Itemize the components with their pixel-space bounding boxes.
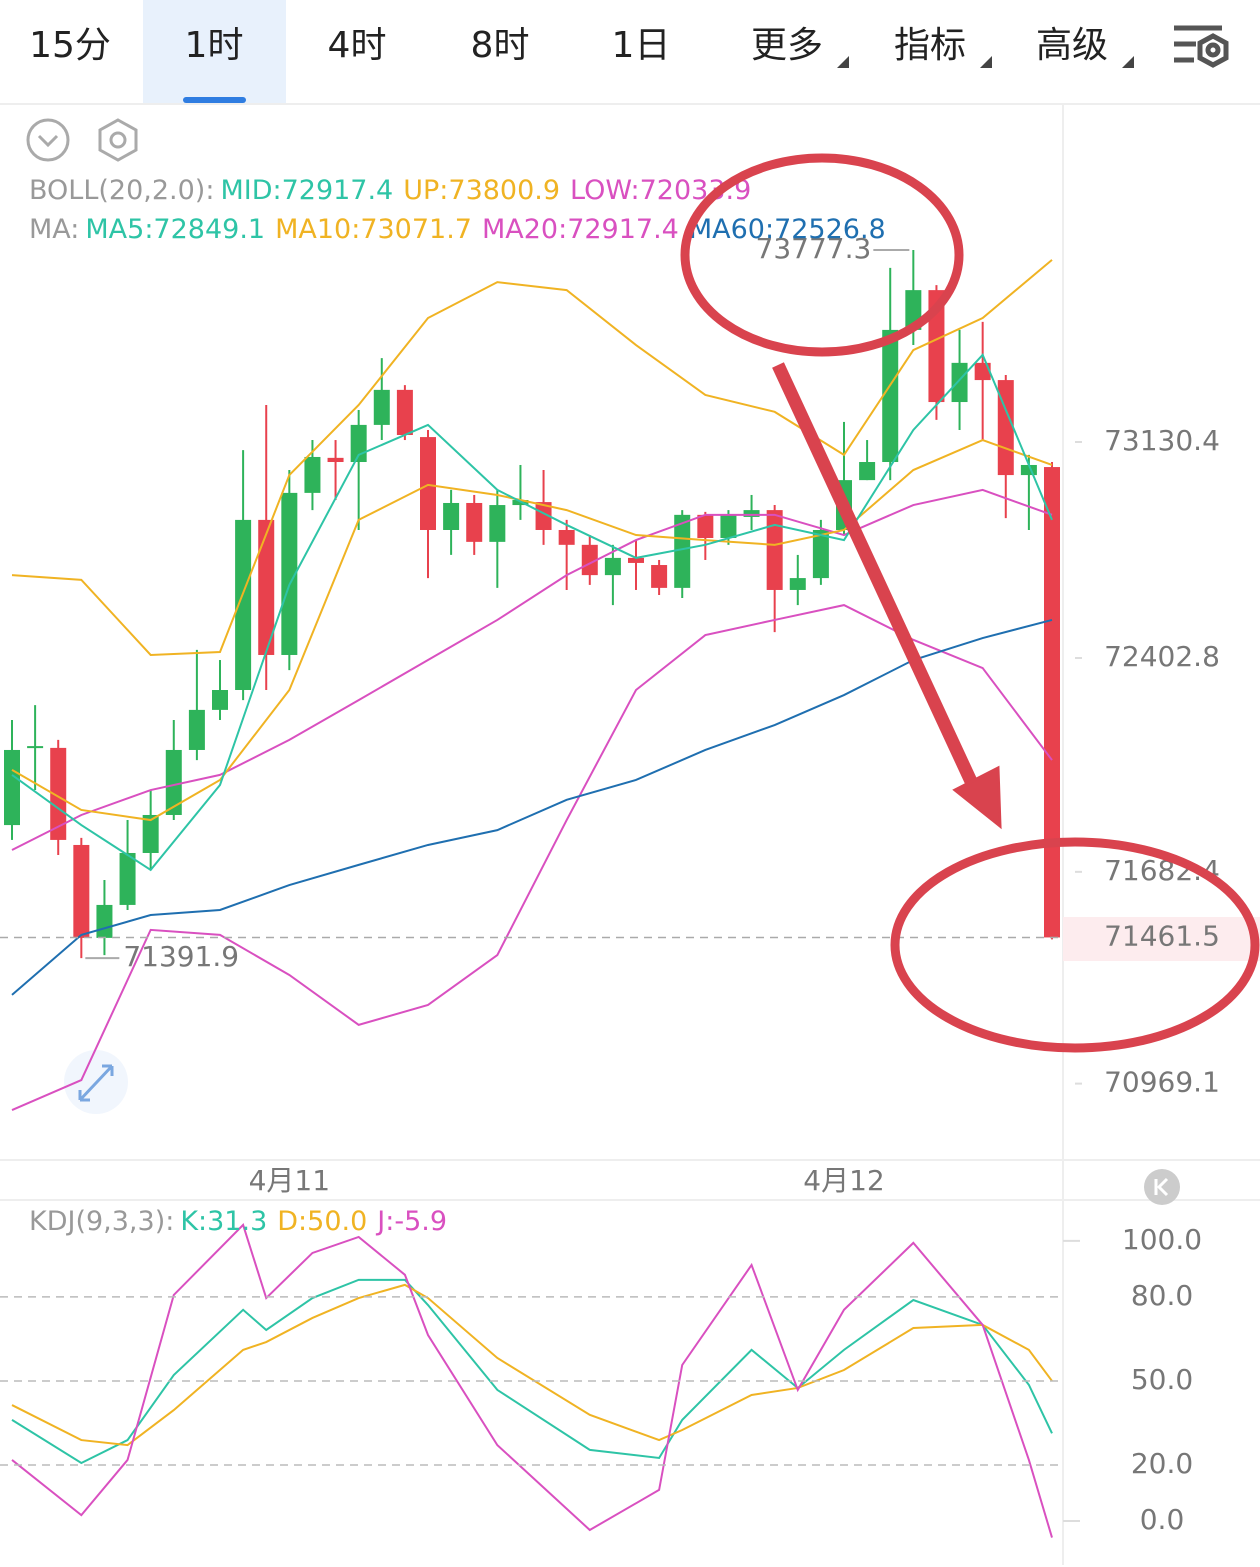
legend-item: MA: [29,214,79,245]
y-tick-label: 70969.1 [1104,1066,1220,1099]
tab[interactable]: 高级 [1036,25,1108,66]
candle-body [1020,464,1037,476]
legend-row: MA: MA5:72849.1 MA10:73071.7 MA20:72917.4 MA… [29,214,886,245]
dropdown-caret [837,56,849,68]
candle-body [951,362,968,403]
candle-body [420,437,436,530]
candle-body [535,502,552,530]
y-tick-label: 50.0 [1131,1363,1193,1396]
candle-body [974,362,991,381]
kdj-legend: KDJ(9,3,3): K:31.3 D:50.0 J:-5.9 [29,1206,447,1237]
candle-body [142,814,159,853]
tab[interactable]: 1日 [612,25,671,66]
candle-body [373,389,390,425]
candle-body [327,457,344,463]
indicator-line [11,488,1053,851]
tab[interactable]: 指标 [894,25,966,66]
legend-row: BOLL(20,2.0): MID:72917.4 UP:73800.9 LOW:72… [29,175,751,206]
candle-body [743,510,760,517]
kdj-line [11,1283,1053,1447]
last-price-bg [1063,917,1260,961]
legend-item: MA5:72849.1 [85,214,265,245]
kdj-line [11,1278,1053,1465]
candle-body [628,557,644,563]
candle-body [674,514,691,588]
annotations [680,153,1260,1053]
y-tick-label: 20.0 [1131,1447,1193,1480]
candle-body [281,492,298,655]
candle-body [304,456,321,493]
candle-body [96,904,113,938]
dropdown-caret [1122,56,1134,68]
candle-body [165,749,182,815]
reset-icon[interactable] [1144,1169,1180,1205]
legend-item: MA60:72526.8 [689,214,886,245]
active-tab-bg [143,0,286,103]
x-tick-label: 4月12 [803,1164,884,1197]
candle-body [212,690,228,710]
expand-icon[interactable] [64,1050,128,1114]
legend-item: K:31.3 [180,1206,267,1237]
settings-icon[interactable] [1174,25,1229,68]
active-tab-underline [183,97,246,103]
candle-body [720,514,737,539]
legend-item: MA20:72917.4 [482,214,679,245]
candle-body [789,578,806,590]
legend-item: KDJ(9,3,3): [29,1206,174,1237]
dropdown-caret [980,56,992,68]
candle-body [119,852,136,905]
legend-item: J:-5.9 [375,1206,447,1237]
tab[interactable]: 4时 [328,25,387,66]
candle-body [4,749,20,826]
candle-body [27,746,44,749]
max-label: 73777.3 [756,232,872,265]
candle-body [466,502,483,542]
indicator-line [11,438,1053,822]
candle-body [766,510,783,590]
candle-body [882,329,899,463]
candle-body [443,502,460,530]
candle-body [235,519,252,691]
legend-item: MA10:73071.7 [275,214,472,245]
legend-item: MID:72917.4 [220,175,393,206]
y-tick-label: 100.0 [1122,1223,1202,1256]
indicator-line [11,353,1053,872]
indicator-line [11,618,1053,996]
candle-body [50,747,67,840]
candle-body [651,565,668,588]
candle-body [188,709,205,750]
chart-tools[interactable] [26,118,138,162]
indicator-line [11,604,1053,1111]
kdj-line [11,1223,1053,1538]
indicator-line [11,259,1053,656]
y-tick-label: 0.0 [1140,1503,1185,1536]
tab[interactable]: 1时 [185,25,244,66]
legend-item: D:50.0 [277,1206,367,1237]
tab[interactable]: 更多 [751,25,823,66]
candle-body [604,557,621,576]
candle-body [489,505,506,542]
y-tick-label: 73130.4 [1104,424,1220,457]
y-tick-label: 72402.8 [1104,640,1220,673]
tab[interactable]: 15分 [29,25,111,66]
candle-body [73,844,90,938]
legend-item: BOLL(20,2.0): [29,175,214,206]
last-price-label: 71461.5 [1104,919,1220,952]
tab[interactable]: 8时 [471,25,530,66]
y-tick-label: 80.0 [1131,1279,1193,1312]
min-label: 71391.9 [123,940,239,973]
candle-body [558,529,575,545]
candle-body [997,380,1014,476]
candle-body [396,389,413,435]
candle-body [697,514,714,539]
candle-body [812,529,829,579]
x-tick-label: 4月11 [249,1164,330,1197]
candle-body [859,462,876,481]
candle-body [1044,467,1060,938]
legend-item: UP:73800.9 [403,175,560,206]
candle-body [258,519,275,655]
candle-body [581,544,598,576]
